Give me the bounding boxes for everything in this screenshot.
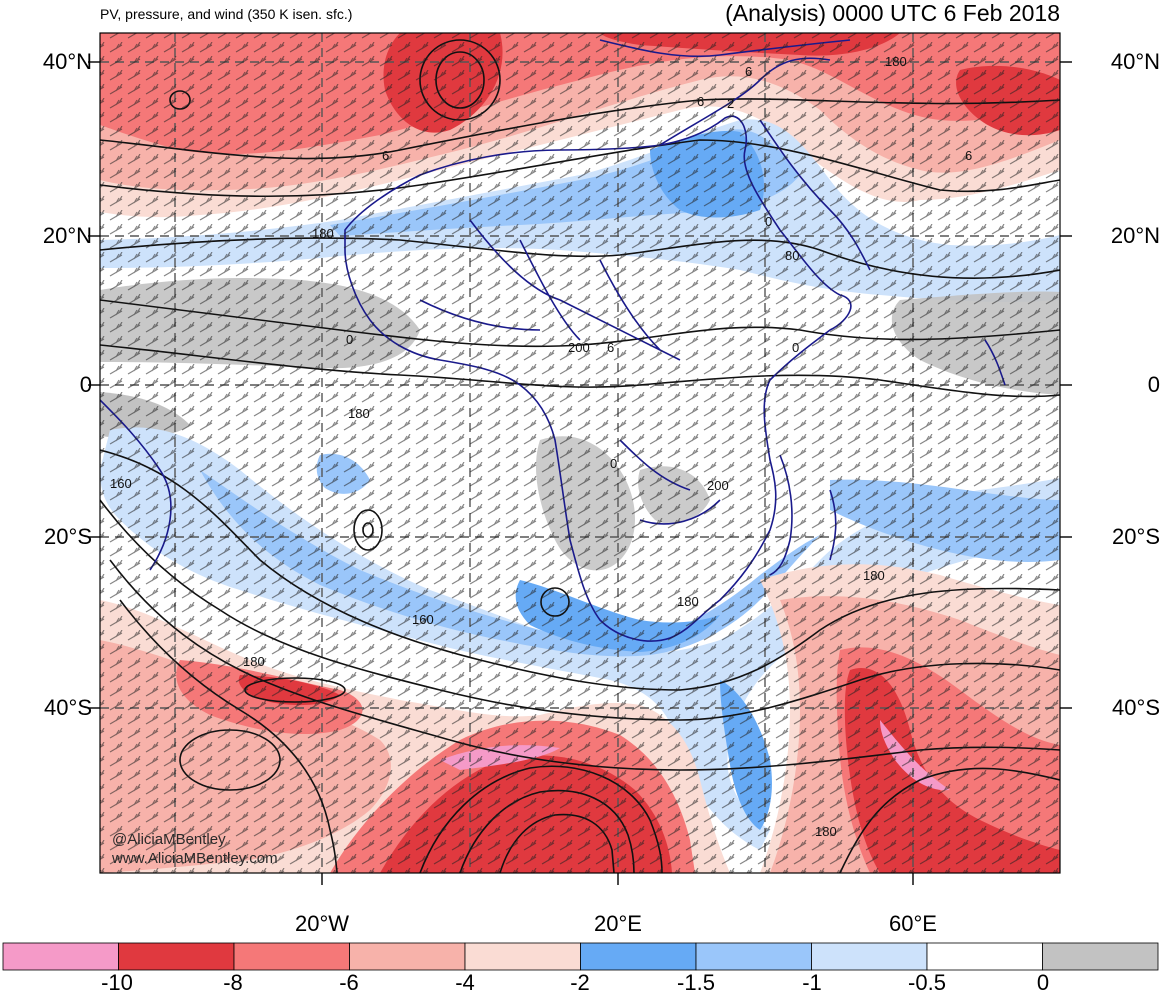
lon-label-60e: 60°E — [889, 911, 937, 936]
contour-label: 6 — [607, 340, 614, 355]
lat-label-eq-left: 0 — [79, 372, 92, 397]
contour-labels: 180 6 6 6 6 2 180 80 0 200 6 0 180 0 160… — [110, 54, 972, 839]
contour-label: 0 — [346, 332, 353, 347]
credit-website: www.AliciaMBentley.com — [112, 850, 278, 867]
lat-label-20n-left: 20°N — [42, 223, 92, 248]
lat-label-20s-right: 20°S — [1112, 524, 1160, 549]
lat-label-20n-right: 20°N — [1110, 223, 1160, 248]
colorbar-label: -0.5 — [908, 970, 946, 995]
colorbar-label: -10 — [101, 970, 133, 995]
contour-label: 0 — [610, 456, 617, 471]
colorbar-swatch — [464, 942, 581, 971]
contour-label: 2 — [727, 96, 734, 111]
colorbar-swatch — [695, 942, 812, 971]
contour-label: 180 — [312, 226, 334, 241]
contour-label: 180 — [243, 654, 265, 669]
lat-label-40n-right: 40°N — [1110, 49, 1160, 74]
lat-label-40n-left: 40°N — [42, 49, 92, 74]
colorbar-label: -4 — [455, 970, 475, 995]
colorbar-swatch — [811, 942, 928, 971]
contour-label: 0 — [792, 340, 799, 355]
colorbar-swatch — [1042, 942, 1159, 971]
lat-label-eq-right: 0 — [1147, 372, 1160, 397]
contour-label: 0 — [765, 214, 772, 229]
colorbar-swatch — [2, 942, 119, 971]
colorbar-label: -2 — [570, 970, 590, 995]
colorbar-swatch — [118, 942, 235, 971]
axis-ticks — [88, 61, 1072, 885]
credit-handle: @AliciaMBentley — [112, 831, 226, 848]
contour-label: 6 — [745, 64, 752, 79]
contour-label: 180 — [885, 54, 907, 69]
contour-label: 200 — [707, 478, 729, 493]
contour-label: 180 — [348, 406, 370, 421]
colorbar-swatch — [580, 942, 697, 971]
contour-label: 200 — [568, 340, 590, 355]
map-title: (Analysis) 0000 UTC 6 Feb 2018 — [725, 0, 1060, 26]
contour-label: 180 — [815, 824, 837, 839]
contour-label: 180 — [677, 594, 699, 609]
lat-label-20s-left: 20°S — [44, 524, 92, 549]
contour-label: 80 — [785, 248, 799, 263]
colorbar-swatch — [349, 942, 466, 971]
colorbar-label: -1 — [802, 970, 822, 995]
contour-label: 6 — [697, 94, 704, 109]
pv-field: 180 6 6 6 6 2 180 80 0 200 6 0 180 0 160… — [100, 33, 1060, 873]
contour-label: 180 — [863, 568, 885, 583]
map-frame — [99, 32, 1061, 874]
colorbar-label: -8 — [223, 970, 243, 995]
colorbar-swatch — [926, 942, 1043, 971]
lon-label-20w: 20°W — [294, 911, 350, 936]
contour-label: 6 — [965, 148, 972, 163]
colorbar-label: -1.5 — [677, 970, 715, 995]
lon-label-20e: 20°E — [594, 911, 642, 936]
colorbar-label: -6 — [339, 970, 359, 995]
contour-label: 160 — [110, 476, 132, 491]
contour-label: 6 — [382, 148, 389, 163]
map-subtitle: PV, pressure, and wind (350 K isen. sfc.… — [100, 6, 353, 22]
colorbar-label: 0 — [1036, 970, 1050, 995]
contour-label: 160 — [412, 612, 434, 627]
lat-label-40s-left: 40°S — [44, 695, 92, 720]
colorbar-swatch — [233, 942, 350, 971]
lat-label-40s-right: 40°S — [1112, 695, 1160, 720]
colorbar — [2, 942, 1159, 971]
